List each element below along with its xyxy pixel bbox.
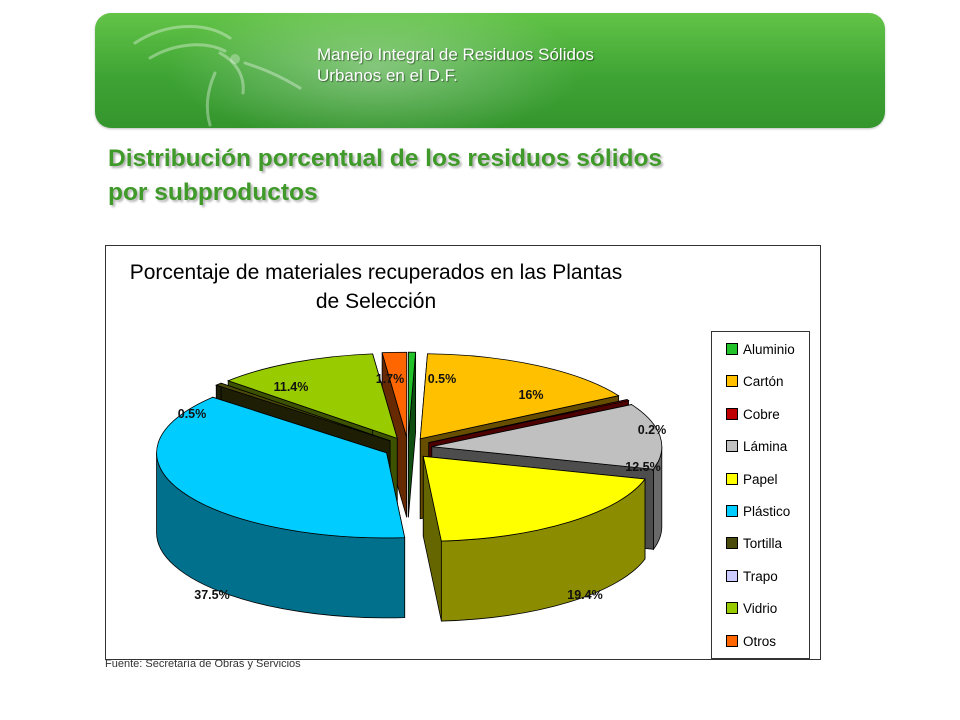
banner-glow [165, 13, 585, 128]
legend-label: Plástico [743, 504, 791, 519]
legend-label: Tortilla [743, 536, 783, 552]
header-title-line1: Manejo Integral de Residuos Sólidos [317, 45, 594, 64]
legend-label: Papel [743, 471, 778, 487]
legend-entry-cartón: Cartón [726, 372, 784, 392]
legend-entry-otros: Otros [726, 632, 776, 652]
legend-entry-vidrio: Vidrio [726, 599, 777, 619]
legend-label: Vidrio [743, 601, 778, 617]
pie-slice-aluminio [407, 351, 417, 518]
header-title-line2: Urbanos en el D.F. [317, 66, 458, 85]
pie-slice-papel [422, 455, 646, 622]
data-label-papel: 19.4% [567, 588, 602, 602]
source-note: Fuente: Secretaría de Obras y Servicios [105, 658, 301, 670]
legend-swatch [726, 407, 738, 420]
data-label-vidrio: 11.4% [274, 380, 309, 394]
legend-swatch [726, 602, 738, 615]
data-label-tortilla: 0.5% [178, 407, 207, 421]
legend-swatch [726, 505, 738, 517]
pie-slice-top [407, 351, 417, 438]
legend-entry-papel: Papel [726, 470, 778, 490]
legend-label: Cartón [743, 374, 784, 390]
data-label-lámina: 12.5% [625, 460, 660, 474]
legend-entry-aluminio: Aluminio [726, 340, 795, 360]
pie-slice-top [428, 399, 630, 443]
chart-legend: Aluminio Cartón Cobre Lámina Papel Plástico To… [711, 331, 810, 659]
legend-swatch [726, 343, 738, 355]
pie-slice-top [381, 351, 408, 438]
pie-slice-top [156, 396, 406, 539]
legend-label: Aluminio [743, 342, 795, 357]
legend-swatch [726, 472, 738, 485]
data-label-cobre: 0.2% [638, 423, 667, 437]
legend-entry-trapo: Trapo [726, 567, 778, 587]
data-label-plástico: 37.5% [194, 588, 229, 602]
legend-label: Trapo [743, 568, 778, 584]
data-label-otros: 1.7% [376, 372, 405, 386]
data-label-aluminio: 0.5% [428, 372, 457, 386]
pie-slice-top [215, 382, 391, 442]
legend-swatch [726, 440, 738, 453]
legend-label: Lámina [743, 439, 788, 455]
header-title: Manejo Integral de Residuos Sólidos Urba… [317, 44, 594, 86]
legend-swatch [726, 537, 738, 550]
pie-slice-top [431, 404, 663, 470]
page-title-line2: por subproductos [108, 179, 318, 206]
pie-slice-top [419, 353, 620, 440]
page-title: Distribución porcentual de los residuos … [108, 142, 662, 210]
legend-entry-cobre: Cobre [726, 405, 780, 425]
chart-title: Porcentaje de materiales recuperados en … [105, 258, 647, 316]
legend-entry-lámina: Lámina [726, 437, 787, 457]
chart-title-line2: de Selección [315, 290, 437, 313]
legend-swatch [726, 634, 738, 647]
legend-swatch [726, 375, 738, 388]
legend-label: Cobre [743, 406, 780, 422]
legend-label: Otros [743, 633, 777, 649]
page-title-line1: Distribución porcentual de los residuos … [108, 145, 663, 172]
legend-swatch [726, 569, 738, 582]
hummingbird-icon [133, 25, 302, 127]
pie-slice-plástico [156, 396, 406, 619]
pie-slice-top [227, 353, 398, 439]
legend-entry-tortilla: Tortilla [726, 534, 782, 554]
data-label-cartón: 16% [518, 388, 543, 402]
header-banner [95, 13, 885, 128]
chart-title-line1: Porcentaje de materiales recuperados en … [129, 261, 623, 284]
pie-slice-top [422, 455, 646, 542]
legend-entry-plástico: Plástico [726, 502, 790, 522]
